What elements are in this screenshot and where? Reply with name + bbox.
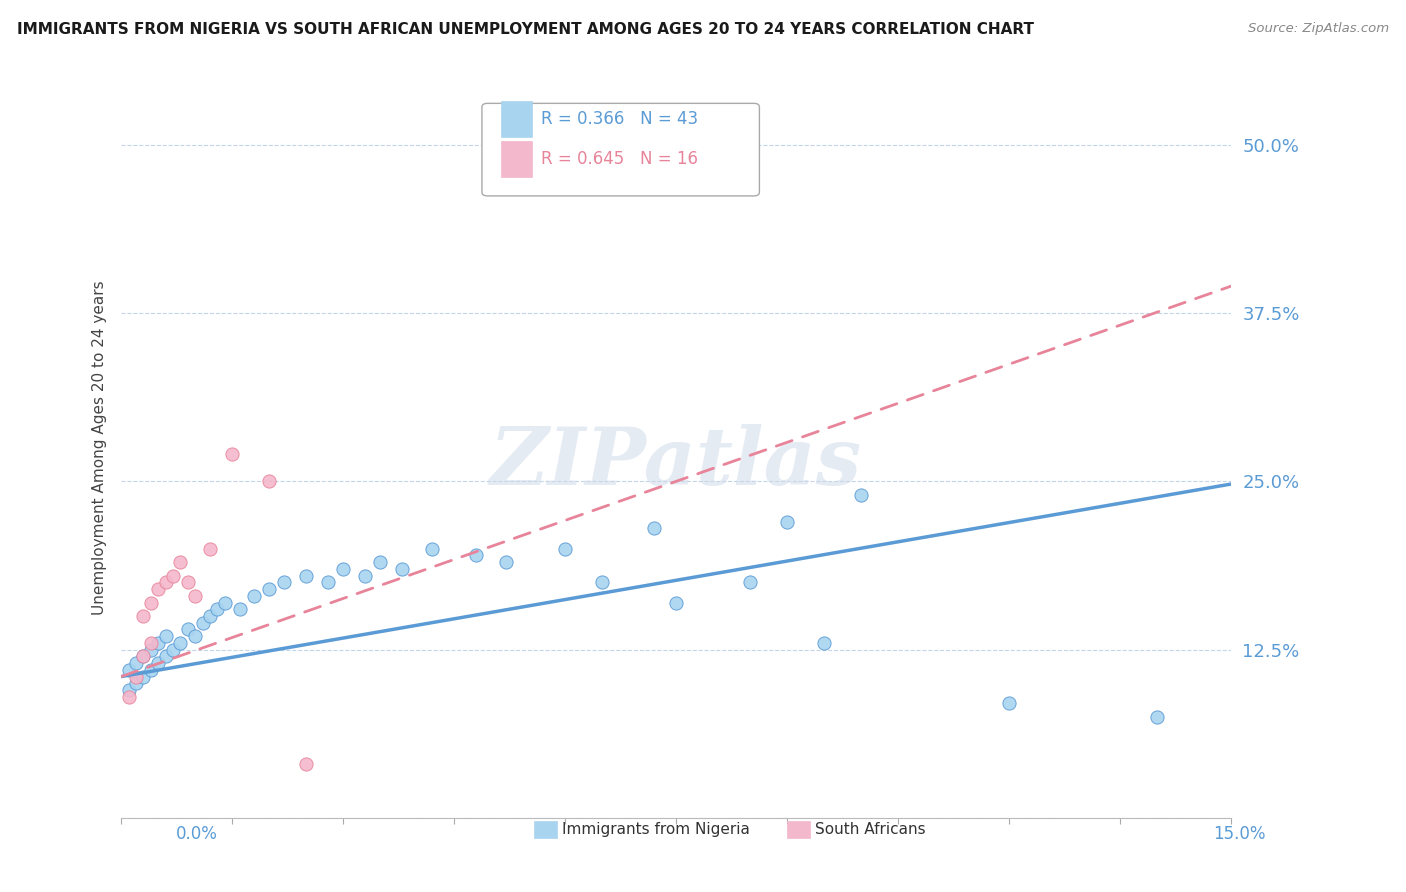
Text: Immigrants from Nigeria: Immigrants from Nigeria [562, 822, 751, 837]
Point [184, 629, 207, 643]
Point [148, 656, 170, 670]
Point [132, 669, 155, 683]
Point [813, 636, 835, 650]
Point [155, 649, 177, 664]
FancyBboxPatch shape [482, 103, 759, 196]
Point [177, 575, 200, 590]
Point [591, 575, 613, 590]
Point [125, 656, 148, 670]
Point [998, 697, 1021, 711]
Point [139, 663, 162, 677]
Point [554, 541, 576, 556]
Text: 0.0%: 0.0% [176, 825, 218, 843]
Text: South Africans: South Africans [815, 822, 927, 837]
Point [849, 488, 872, 502]
Point [139, 642, 162, 657]
Point [132, 649, 155, 664]
Point [207, 602, 229, 616]
Point [368, 555, 391, 569]
Point [257, 582, 280, 596]
Point [155, 575, 177, 590]
Point [169, 555, 191, 569]
Point [776, 515, 799, 529]
Point [295, 568, 318, 582]
Point [643, 521, 665, 535]
Point [198, 609, 221, 624]
Point [221, 447, 243, 461]
Text: R = 0.366   N = 43: R = 0.366 N = 43 [541, 110, 697, 128]
Point [420, 541, 443, 556]
Point [125, 676, 148, 690]
Point [318, 575, 340, 590]
Text: Source: ZipAtlas.com: Source: ZipAtlas.com [1249, 22, 1389, 36]
Text: R = 0.645   N = 16: R = 0.645 N = 16 [541, 150, 697, 168]
Point [148, 582, 170, 596]
Point [228, 602, 250, 616]
Point [148, 636, 170, 650]
Point [117, 663, 139, 677]
Text: ZIPatlas: ZIPatlas [491, 424, 862, 501]
Point [184, 589, 207, 603]
Point [125, 669, 148, 683]
Point [465, 549, 488, 563]
Point [139, 636, 162, 650]
Point [391, 562, 413, 576]
Point [162, 642, 184, 657]
Point [243, 589, 266, 603]
Point [740, 575, 762, 590]
Point [162, 568, 184, 582]
Point [139, 595, 162, 609]
Point [117, 690, 139, 704]
Point [132, 649, 155, 664]
Point [117, 683, 139, 698]
FancyBboxPatch shape [501, 141, 531, 177]
Point [169, 636, 191, 650]
Y-axis label: Unemployment Among Ages 20 to 24 years: Unemployment Among Ages 20 to 24 years [93, 280, 107, 615]
Point [1146, 710, 1168, 724]
Text: 15.0%: 15.0% [1213, 825, 1265, 843]
Text: IMMIGRANTS FROM NIGERIA VS SOUTH AFRICAN UNEMPLOYMENT AMONG AGES 20 TO 24 YEARS : IMMIGRANTS FROM NIGERIA VS SOUTH AFRICAN… [17, 22, 1033, 37]
Point [214, 595, 236, 609]
Point [665, 595, 688, 609]
FancyBboxPatch shape [501, 102, 531, 136]
Point [132, 609, 155, 624]
Point [273, 575, 295, 590]
Point [354, 568, 377, 582]
Point [155, 629, 177, 643]
Point [332, 562, 354, 576]
Point [198, 541, 221, 556]
Point [177, 623, 200, 637]
Point [295, 757, 318, 772]
Point [191, 615, 214, 630]
Point [495, 555, 517, 569]
Point [257, 475, 280, 489]
